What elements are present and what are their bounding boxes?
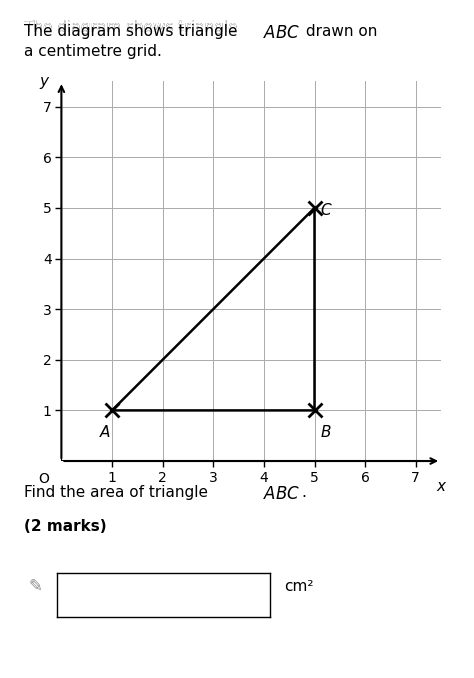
Text: (2 marks): (2 marks)	[24, 519, 106, 534]
Text: cm²: cm²	[284, 579, 314, 594]
Text: The diagram shows triangle: The diagram shows triangle	[24, 20, 242, 35]
Text: O: O	[38, 472, 49, 485]
Text: a centimetre grid.: a centimetre grid.	[24, 44, 162, 59]
Text: $\it{ABC}$: $\it{ABC}$	[263, 24, 301, 42]
Text: y: y	[39, 74, 48, 89]
Text: .: .	[301, 485, 306, 500]
Text: The diagram shows triangle: The diagram shows triangle	[24, 24, 242, 39]
Text: A: A	[100, 424, 109, 439]
Text: drawn on: drawn on	[301, 24, 377, 39]
Text: Find the area of triangle: Find the area of triangle	[24, 485, 212, 500]
Text: ✎: ✎	[28, 578, 43, 595]
Text: B: B	[320, 424, 331, 439]
Text: x: x	[437, 479, 446, 494]
Text: C: C	[320, 203, 331, 218]
Text: The diagram shows triangle: The diagram shows triangle	[24, 20, 242, 35]
Text: $\it{ABC}$: $\it{ABC}$	[263, 485, 301, 503]
